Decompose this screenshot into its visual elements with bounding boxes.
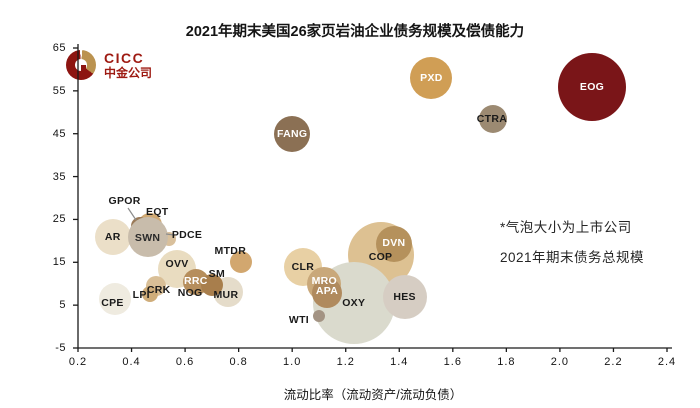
- bubble-cpe: [99, 282, 132, 315]
- bubble-label-oxy: OXY: [342, 297, 366, 309]
- y-tick-label: 15: [52, 256, 66, 269]
- bubble-label-sm: SM: [208, 268, 226, 280]
- bubble-ar: [94, 218, 131, 255]
- x-tick-label: 2.4: [657, 356, 677, 368]
- bubble-label-fang: FANG: [276, 127, 308, 140]
- bubble-wti: [312, 309, 325, 322]
- bubble-label-cop: COP: [368, 251, 393, 263]
- chart-title: 2021年期末美国26家页岩油企业债务规模及偿债能力: [185, 24, 525, 40]
- cicc-logo-text-en: CICC: [104, 50, 145, 66]
- cicc-logo-text-cn: 中金公司: [104, 65, 153, 80]
- bubble-label-mro: MRO: [311, 274, 337, 287]
- bubble-label-pdce: PDCE: [171, 228, 203, 241]
- x-tick-label: 2.2: [604, 356, 623, 368]
- x-tick-label: 0.6: [175, 356, 195, 368]
- y-tick-label: 35: [52, 170, 66, 183]
- bubble-label-crk: CRK: [146, 283, 171, 296]
- bubble-swn: [127, 216, 168, 257]
- bubble-eog: [558, 52, 627, 121]
- y-tick-label: 45: [52, 127, 66, 140]
- bubble-label-swn: SWN: [134, 231, 161, 244]
- bubble-size-note-line2: 2021年期末债务总规模: [500, 250, 645, 265]
- bubble-apa: [311, 278, 342, 309]
- bubble-label-pxd: PXD: [420, 72, 443, 84]
- y-tick-label: 25: [52, 213, 66, 226]
- bubble-label-ar: AR: [104, 230, 121, 243]
- bubble-pxd: [410, 57, 453, 99]
- bubble-label-dvn: DVN: [382, 236, 406, 249]
- x-tick-label: 2.0: [550, 356, 570, 368]
- bubble-label-mtdr: MTDR: [214, 245, 247, 258]
- leader-line-pdce: [165, 233, 175, 236]
- bubble-label-ctra: CTRA: [476, 112, 508, 125]
- bubble-label-hes: HES: [393, 290, 416, 303]
- bubble-label-wti: WTI: [288, 313, 310, 326]
- bubble-label-cpe: CPE: [101, 296, 124, 309]
- bubble-label-apa: APA: [315, 285, 339, 298]
- bubble-size-note-line1: *气泡大小为上市公司: [500, 220, 632, 235]
- bubble-label-lpi: LPI: [132, 289, 150, 302]
- x-tick-label: 0.4: [122, 356, 141, 368]
- y-tick-label: 55: [52, 84, 66, 97]
- y-tick-label: 5: [59, 299, 66, 312]
- x-tick-label: 1.4: [390, 356, 409, 368]
- bubble-sm: [200, 274, 223, 296]
- bubble-label-nog: NOG: [177, 287, 203, 300]
- bubble-label-rrc: RRC: [183, 274, 208, 287]
- x-axis-title: 流动比率（流动资产/流动负债）: [283, 388, 463, 402]
- y-tick-label: -5: [55, 342, 66, 354]
- y-tick-label: 65: [52, 42, 66, 54]
- bubble-label-eqt: EQT: [146, 206, 169, 218]
- x-tick-label: 1.2: [336, 356, 355, 368]
- bubble-size-note: *气泡大小为上市公司 2021年期末债务总规模: [500, 213, 644, 273]
- bubble-dvn: [375, 225, 412, 262]
- bubble-mtdr: [230, 251, 253, 274]
- x-tick-label: 1.6: [443, 356, 462, 368]
- x-tick-label: 0.2: [68, 356, 88, 368]
- leader-line-gpor: [127, 207, 137, 221]
- x-tick-label: 1.8: [497, 356, 516, 368]
- bubble-label-gpor: GPOR: [108, 194, 141, 207]
- bubble-label-ovv: OVV: [165, 257, 189, 270]
- bubble-lpi: [142, 286, 159, 303]
- x-tick-label: 0.8: [229, 356, 248, 368]
- bubble-hes: [382, 274, 427, 319]
- bubble-ctra: [478, 104, 507, 133]
- x-tick-label: 1.0: [283, 356, 302, 368]
- bubble-label-eog: EOG: [579, 80, 605, 93]
- bubble-label-clr: CLR: [291, 260, 315, 273]
- bubble-label-mur: MUR: [213, 289, 239, 302]
- bubble-fang: [274, 115, 311, 152]
